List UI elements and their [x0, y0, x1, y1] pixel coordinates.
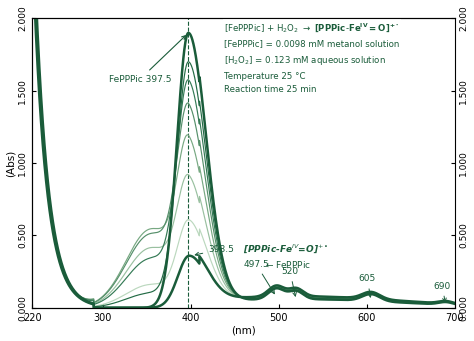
Text: [PPPic-Fe$^{IV}$=O]$^{+\bullet}$: [PPPic-Fe$^{IV}$=O]$^{+\bullet}$: [243, 242, 329, 255]
Text: [FePPPic] + H$_2$O$_2$ $\rightarrow$ $\bf{[PPPic\text{-}Fe^{IV}=O]^{+\bullet}}$
: [FePPPic] + H$_2$O$_2$ $\rightarrow$ $\b…: [224, 21, 400, 94]
X-axis label: (nm): (nm): [231, 325, 256, 336]
Text: 398.5: 398.5: [195, 245, 234, 256]
Text: FePPPic 397.5: FePPPic 397.5: [109, 36, 185, 84]
Y-axis label: (Abs): (Abs): [6, 149, 16, 177]
Text: 690: 690: [434, 282, 451, 302]
Text: 497.5: 497.5: [243, 260, 274, 294]
Text: $\leftarrow$FePPPic: $\leftarrow$FePPPic: [264, 259, 310, 270]
Text: 520: 520: [282, 267, 299, 296]
Text: 605: 605: [359, 275, 376, 297]
